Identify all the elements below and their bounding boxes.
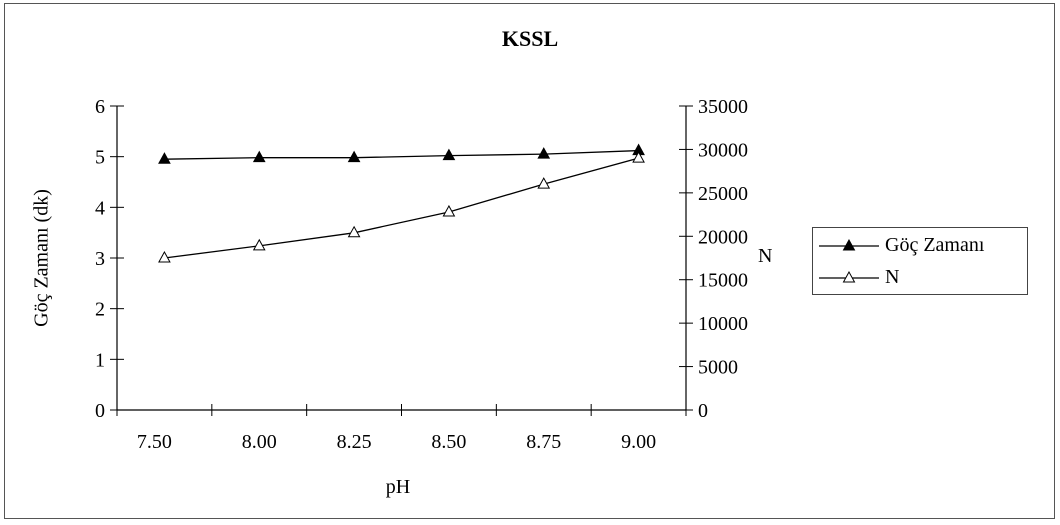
x-axis-label: pH	[385, 476, 411, 498]
legend-marker-filled-triangle-icon	[819, 238, 879, 251]
series-line-n	[164, 157, 639, 259]
y-left-tick-label: 3	[95, 248, 105, 270]
y-right-tick-label: 35000	[698, 96, 748, 118]
x-tick-label: 7.50	[137, 431, 172, 453]
data-point-goc-zamani	[347, 150, 361, 163]
y-left-tick-label: 1	[95, 349, 105, 371]
data-point-goc-zamani	[442, 148, 456, 161]
chart-title: KSSL	[501, 26, 559, 51]
x-tick-label: 9.00	[621, 431, 656, 453]
data-point-goc-zamani	[537, 147, 551, 159]
legend: Göç Zamanı N	[812, 227, 1028, 295]
legend-marker-open-triangle-icon	[819, 270, 879, 283]
data-point-n	[158, 250, 171, 263]
legend-item-goc-zamani: Göç Zamanı	[813, 230, 1027, 260]
data-point-n	[442, 204, 456, 217]
data-point-goc-zamani	[252, 150, 266, 163]
y-left-tick-label: 6	[95, 96, 105, 118]
x-tick-label: 8.50	[431, 431, 466, 453]
y-left-tick-label: 2	[95, 299, 105, 321]
data-point-n	[537, 177, 551, 189]
x-tick-label: 8.00	[242, 431, 277, 453]
legend-label-n: N	[885, 266, 900, 288]
y-right-tick-label: 25000	[698, 183, 748, 205]
data-point-n	[632, 151, 645, 163]
y-left-tick-label: 4	[95, 197, 105, 219]
legend-item-n: N	[813, 262, 1027, 292]
chart-frame	[4, 3, 1055, 519]
y-left-tick-label: 5	[95, 147, 105, 169]
y-right-tick-label: 30000	[698, 139, 748, 161]
y-right-tick-label: 0	[698, 400, 708, 422]
y-right-tick-label: 20000	[698, 226, 748, 248]
data-point-goc-zamani	[158, 152, 171, 164]
y-left-tick-label: 0	[95, 400, 105, 422]
data-point-n	[252, 238, 266, 251]
y-right-tick-label: 15000	[698, 270, 748, 292]
x-tick-label: 8.25	[337, 431, 372, 453]
y-axis-right-label: N	[758, 245, 773, 267]
series-line-goc-zamani	[164, 149, 639, 160]
y-right-tick-label: 5000	[698, 357, 738, 379]
data-point-n	[347, 225, 361, 238]
y-right-tick-label: 10000	[698, 313, 748, 335]
legend-label-goc-zamani: Göç Zamanı	[885, 234, 985, 256]
x-tick-label: 8.75	[526, 431, 561, 453]
